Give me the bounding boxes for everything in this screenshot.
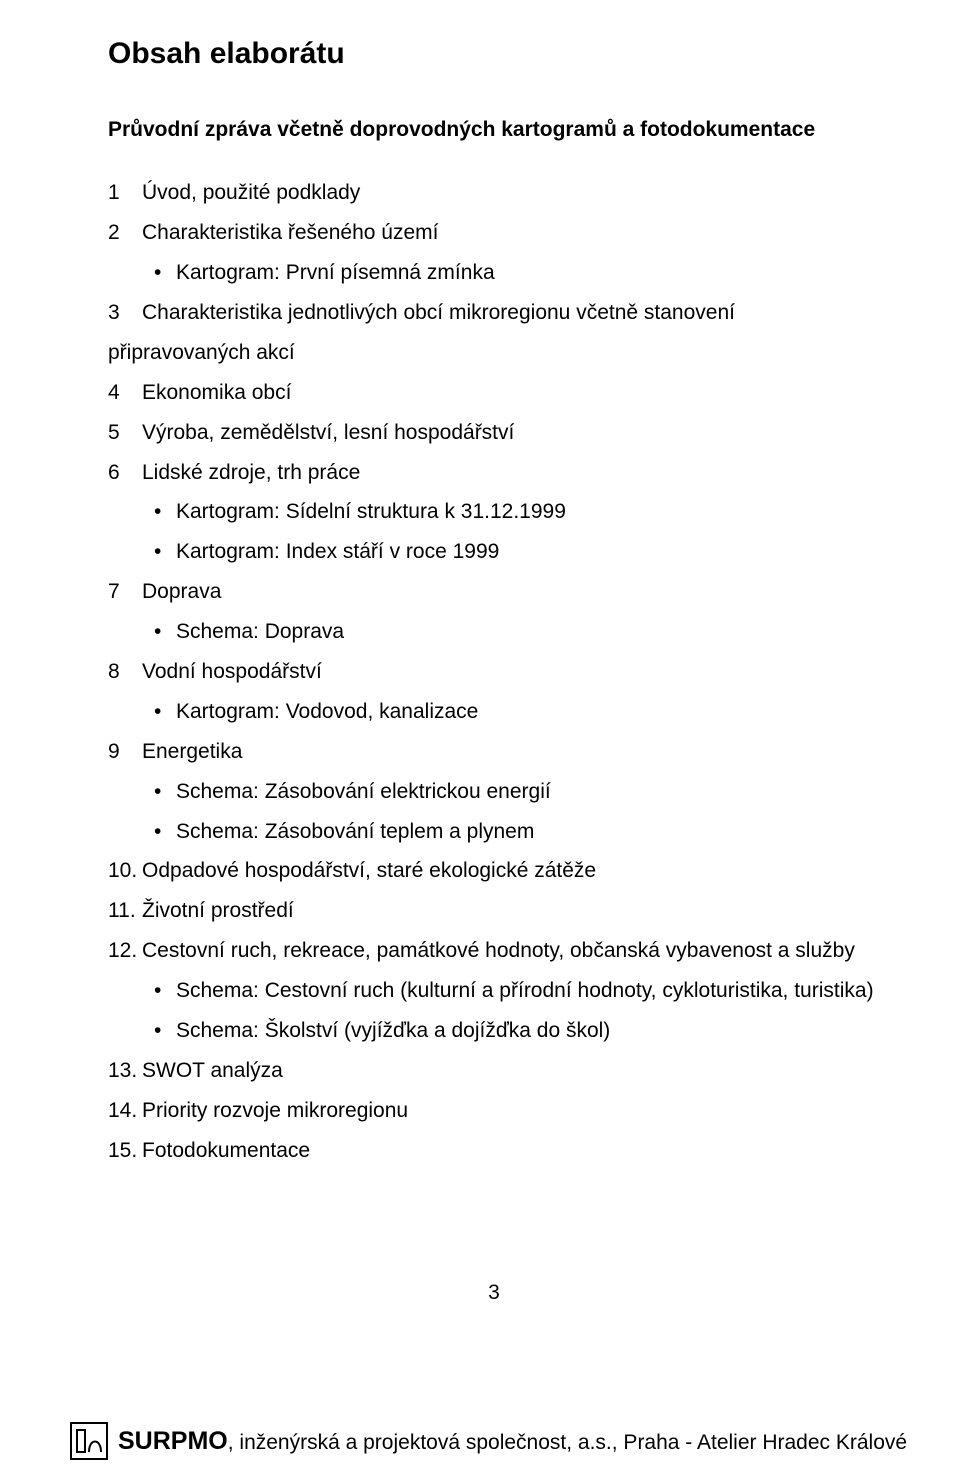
outline-item-label: Výroba, zemědělství, lesní hospodářství [142,421,514,444]
outline-item-label: Doprava [142,580,221,603]
outline-item-label: Fotodokumentace [142,1139,310,1162]
outline-item-label: Charakteristika jednotlivých obcí mikror… [108,301,735,364]
outline-sublist: Kartogram: Vodovod, kanalizace [108,692,880,732]
outline-subitem: Kartogram: Sídelní struktura k 31.12.199… [176,492,880,532]
outline-subitem: Schema: Doprava [176,612,880,652]
outline-subitem: Schema: Zásobování teplem a plynem [176,812,880,852]
outline-sublist: Kartogram: První písemná zmínka [108,253,880,293]
outline-item: Charakteristika jednotlivých obcí mikror… [108,293,880,373]
outline-item: Úvod, použité podklady [108,173,880,213]
outline-item: Výroba, zemědělství, lesní hospodářství [108,413,880,453]
outline-item-label: Priority rozvoje mikroregionu [142,1099,408,1122]
page: Obsah elaborátu Průvodní zpráva včetně d… [0,0,960,1480]
outline-item-label: Vodní hospodářství [142,660,322,683]
outline-item: Ekonomika obcí [108,373,880,413]
outline-item-label: Charakteristika řešeného území [142,221,438,244]
page-number: 3 [108,1281,880,1305]
outline-list: Úvod, použité podklady Charakteristika ře… [108,173,880,1170]
outline-item: Energetika [108,732,880,772]
company-logo-icon [70,1422,108,1460]
outline-item: Vodní hospodářství [108,652,880,692]
outline-item-label: SWOT analýza [142,1059,283,1082]
outline-item: Odpadové hospodářství, staré ekologické … [108,851,880,891]
outline-subitem: Schema: Zásobování elektrickou energií [176,772,880,812]
outline-subitem: Schema: Školství (vyjížďka a dojížďka do… [176,1011,880,1051]
outline-subitem: Kartogram: Index stáří v roce 1999 [176,532,880,572]
page-subtitle: Průvodní zpráva včetně doprovodných kart… [108,116,880,143]
outline-item: Cestovní ruch, rekreace, památkové hodno… [108,931,880,971]
outline-item-label: Ekonomika obcí [142,381,291,404]
outline-sublist: Schema: Zásobování elektrickou energiíSc… [108,772,880,852]
page-title: Obsah elaborátu [108,36,880,72]
outline-item-label: Životní prostředí [142,899,294,922]
outline-item: Lidské zdroje, trh práce [108,453,880,493]
outline-item: Fotodokumentace [108,1131,880,1171]
outline-subitem: Kartogram: Vodovod, kanalizace [176,692,880,732]
outline-item: Charakteristika řešeného území [108,213,880,253]
footer-text: SURPMO, inženýrská a projektová společno… [118,1427,907,1456]
outline-item: SWOT analýza [108,1051,880,1091]
footer: SURPMO, inženýrská a projektová společno… [0,1422,960,1460]
outline-sublist: Kartogram: Sídelní struktura k 31.12.199… [108,492,880,572]
outline-sublist: Schema: Cestovní ruch (kulturní a přírod… [108,971,880,1051]
outline-subitem: Kartogram: První písemná zmínka [176,253,880,293]
outline-item-label: Energetika [142,740,242,763]
outline-item: Doprava [108,572,880,612]
outline-item-label: Lidské zdroje, trh práce [142,461,360,484]
outline-item: Životní prostředí [108,891,880,931]
outline-item: Priority rozvoje mikroregionu [108,1091,880,1131]
footer-rest: , inženýrská a projektová společnost, a.… [228,1431,907,1454]
outline-item-label: Úvod, použité podklady [142,181,360,204]
outline-item-label: Cestovní ruch, rekreace, památkové hodno… [142,939,855,962]
outline-item-label: Odpadové hospodářství, staré ekologické … [142,859,596,882]
footer-brand: SURPMO [118,1427,228,1455]
outline-sublist: Schema: Doprava [108,612,880,652]
outline-subitem: Schema: Cestovní ruch (kulturní a přírod… [176,971,880,1011]
content-block: Úvod, použité podklady Charakteristika ře… [108,173,880,1170]
